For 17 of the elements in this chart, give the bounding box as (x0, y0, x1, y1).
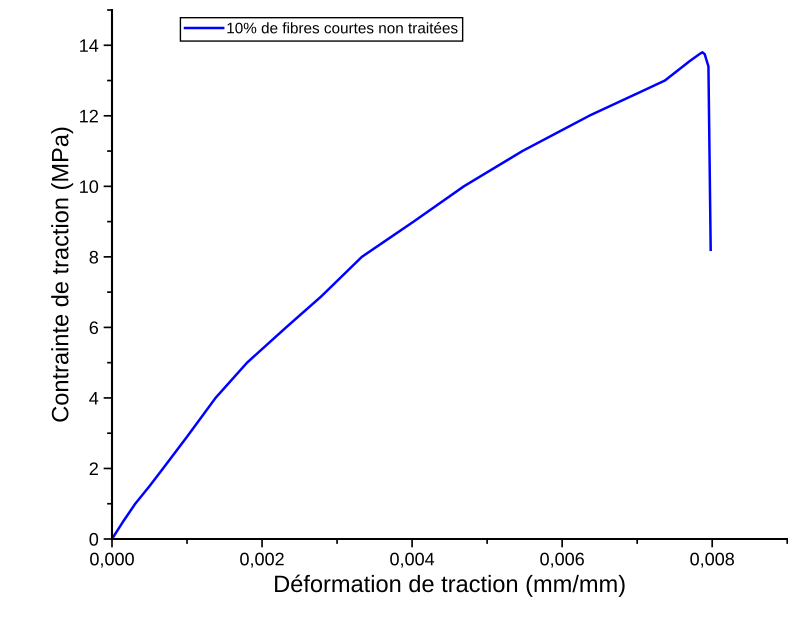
line-series (112, 51, 712, 539)
x-tick-label: 0,002 (240, 552, 284, 568)
x-tick-label: 0,004 (390, 552, 434, 568)
y-tick-label: 6 (90, 321, 98, 334)
x-tick-label: 0,000 (90, 552, 134, 568)
y-tick-label: 10 (80, 180, 98, 194)
y-tick-label: 2 (90, 462, 98, 476)
x-tick-label: 0,008 (690, 552, 734, 568)
x-axis-title: Déformation de traction (mm/mm) (275, 574, 625, 597)
y-axis-title: Contrainte de traction (MPa) (51, 128, 74, 422)
y-tick-label: 8 (90, 250, 98, 264)
y-tick-label: 14 (80, 39, 98, 52)
y-tick-label: 12 (80, 110, 98, 122)
legend-label: 10% de fibres courtes non traitées (227, 22, 458, 34)
x-tick-label: 0,006 (540, 552, 584, 568)
y-tick-label: 4 (89, 392, 98, 404)
y-tick-label: 0 (89, 532, 98, 546)
